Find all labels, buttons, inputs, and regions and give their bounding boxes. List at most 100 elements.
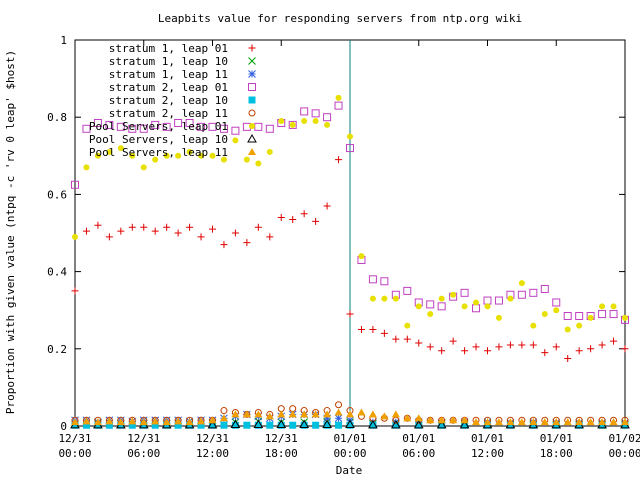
data-point bbox=[598, 418, 607, 426]
y-axis-label: Proportion with given value (ntpq -c 'rv… bbox=[4, 50, 17, 414]
data-point bbox=[288, 120, 297, 129]
data-point bbox=[335, 421, 343, 429]
data-point bbox=[117, 227, 125, 235]
y-tick-label: 0.2 bbox=[47, 343, 67, 356]
data-point bbox=[415, 339, 423, 347]
data-point bbox=[483, 418, 492, 426]
data-point bbox=[575, 418, 584, 426]
data-point bbox=[599, 303, 606, 310]
data-point bbox=[266, 233, 274, 241]
data-point bbox=[449, 416, 458, 424]
legend-label: stratum 1, leap 11 bbox=[109, 68, 228, 81]
data-point bbox=[209, 421, 216, 429]
legend-marker bbox=[248, 109, 256, 117]
y-tick-label: 0 bbox=[60, 420, 67, 433]
data-point bbox=[174, 421, 182, 429]
data-point bbox=[381, 295, 388, 302]
data-point bbox=[209, 225, 216, 233]
data-point bbox=[300, 210, 308, 218]
data-point bbox=[517, 290, 526, 299]
data-point bbox=[461, 347, 469, 355]
data-point bbox=[151, 227, 159, 235]
data-point bbox=[529, 341, 537, 349]
data-point bbox=[390, 419, 401, 429]
series-5 bbox=[71, 421, 629, 429]
data-point bbox=[358, 253, 365, 260]
data-point bbox=[564, 326, 571, 333]
data-point bbox=[380, 277, 389, 286]
data-point bbox=[163, 421, 171, 429]
data-point bbox=[621, 421, 629, 429]
data-point bbox=[541, 311, 548, 318]
data-point bbox=[94, 221, 102, 229]
data-point bbox=[162, 418, 171, 426]
data-point bbox=[278, 118, 285, 125]
data-point bbox=[288, 410, 297, 418]
series-4 bbox=[71, 101, 629, 324]
data-point bbox=[334, 408, 343, 416]
data-point bbox=[587, 314, 594, 321]
x-tick-label-date: 01/02 bbox=[608, 432, 640, 445]
legend-marker bbox=[248, 57, 256, 65]
data-point bbox=[198, 152, 205, 159]
data-point bbox=[289, 215, 297, 223]
data-point bbox=[380, 412, 389, 420]
x-tick-label-time: 12:00 bbox=[471, 447, 504, 460]
data-point bbox=[323, 202, 331, 210]
data-point bbox=[140, 223, 148, 231]
data-point bbox=[598, 341, 606, 349]
data-point bbox=[139, 124, 148, 133]
data-point bbox=[93, 118, 102, 127]
data-point bbox=[495, 314, 502, 321]
data-point bbox=[335, 401, 343, 409]
legend-label: Pool Servers, leap 01 bbox=[89, 120, 228, 133]
data-point bbox=[610, 303, 617, 310]
data-point bbox=[232, 137, 239, 144]
data-point bbox=[220, 156, 227, 163]
x-tick-label-time: 06:00 bbox=[127, 447, 160, 460]
plot-area: 0 0.2 0.4 0.6 0.8 1 12/31 00:00 12/31 06:00 12/31 1… bbox=[47, 34, 640, 460]
data-point bbox=[495, 343, 503, 351]
data-point bbox=[564, 354, 572, 362]
data-point bbox=[357, 408, 366, 416]
data-point bbox=[117, 145, 124, 152]
data-point bbox=[391, 410, 400, 418]
data-point bbox=[392, 421, 400, 429]
x-axis-label: Date bbox=[336, 464, 363, 477]
data-point bbox=[93, 418, 102, 426]
data-point bbox=[163, 152, 170, 159]
data-point bbox=[231, 229, 239, 237]
data-point bbox=[116, 122, 125, 131]
data-point bbox=[404, 322, 411, 329]
data-point bbox=[71, 418, 79, 426]
data-point bbox=[472, 304, 481, 313]
data-point bbox=[174, 417, 183, 425]
x-tick-label-date: 01/01 bbox=[402, 432, 435, 445]
data-point bbox=[403, 414, 412, 422]
x-tick-label-time: 12:00 bbox=[196, 447, 229, 460]
data-point bbox=[324, 121, 331, 128]
data-point bbox=[208, 416, 217, 424]
data-point bbox=[254, 421, 262, 429]
data-point bbox=[277, 410, 286, 418]
data-point bbox=[105, 421, 113, 429]
data-point bbox=[242, 410, 251, 418]
data-point bbox=[346, 310, 354, 318]
legend-marker bbox=[248, 70, 256, 78]
data-point bbox=[334, 414, 343, 423]
data-point bbox=[301, 118, 308, 125]
data-point bbox=[162, 122, 171, 131]
data-point bbox=[243, 239, 251, 247]
data-point bbox=[438, 295, 445, 302]
data-point bbox=[197, 417, 206, 425]
data-point bbox=[369, 326, 377, 333]
chart-title: Leapbits value for responding servers fr… bbox=[158, 12, 522, 25]
data-point bbox=[621, 345, 629, 353]
legend-marker bbox=[248, 44, 256, 52]
y-tick-label: 0.6 bbox=[47, 188, 67, 201]
data-point bbox=[473, 299, 480, 306]
data-point bbox=[220, 421, 228, 429]
data-point bbox=[529, 418, 538, 426]
